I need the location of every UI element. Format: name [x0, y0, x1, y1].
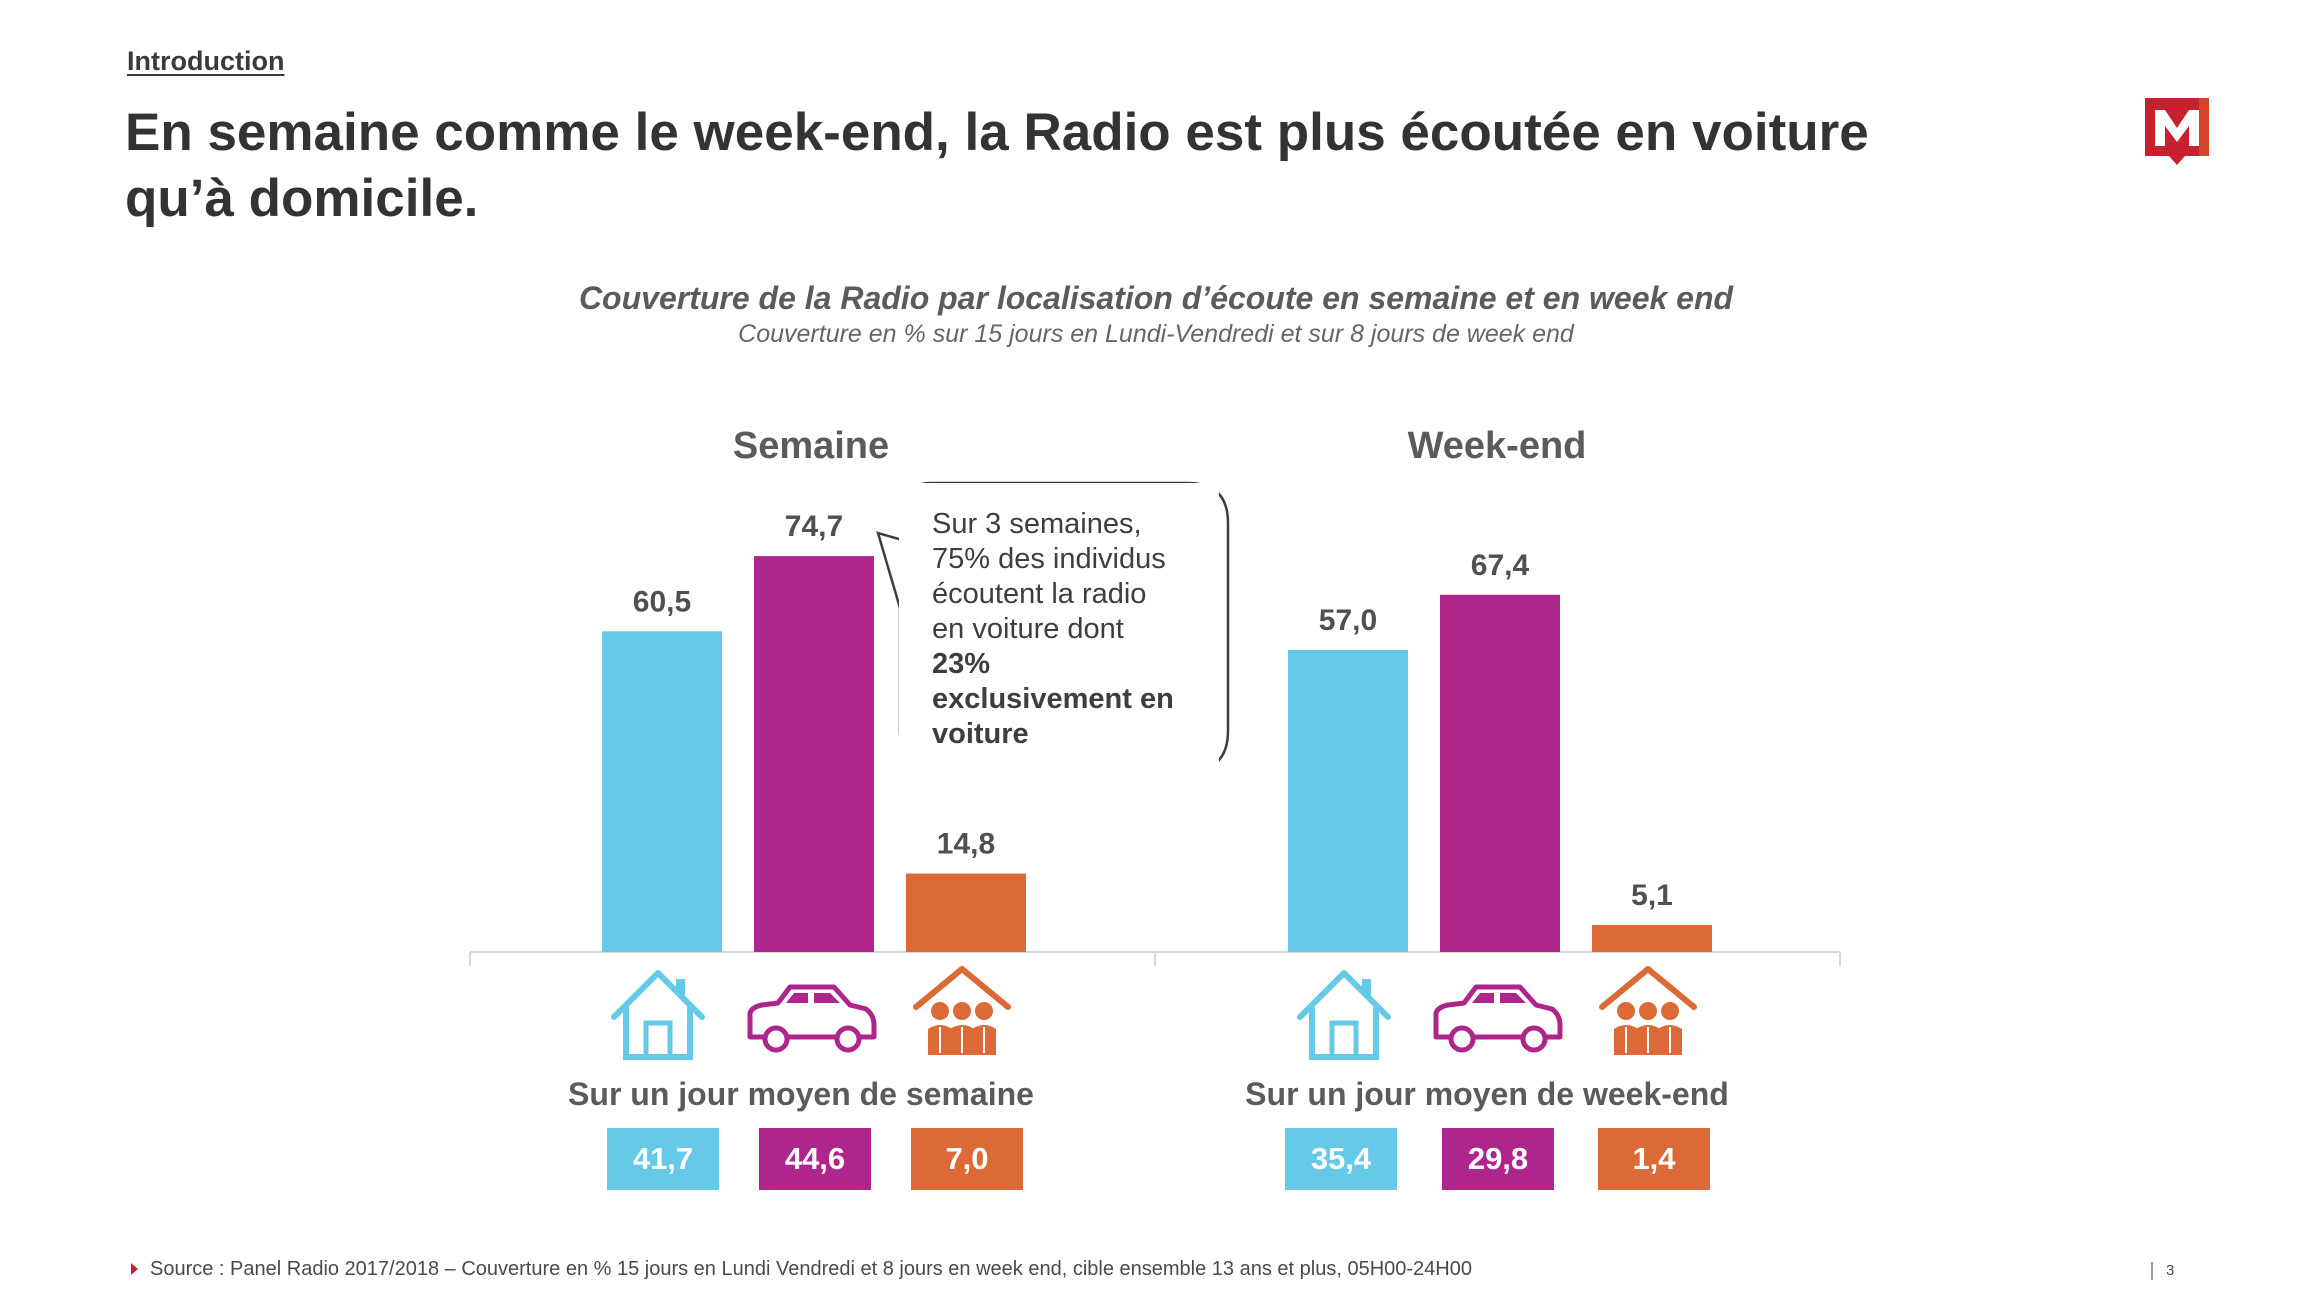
data-label: 5,1 [1631, 879, 1673, 912]
data-label: 60,5 [633, 585, 691, 618]
day-title: Sur un jour moyen de week-end [1245, 1076, 1729, 1112]
bar [1592, 924, 1712, 952]
group-title: Week-end [1408, 425, 1587, 467]
section-label: Introduction [127, 46, 285, 76]
bar [1288, 649, 1408, 952]
callout-highlight: voiture [932, 718, 1029, 750]
page-divider [2151, 1262, 2153, 1280]
people-house-icon [913, 966, 1011, 1055]
bar [1440, 594, 1560, 952]
car-icon [1433, 984, 1563, 1053]
day-value-box: 35,4 [1285, 1128, 1397, 1190]
data-label: 67,4 [1471, 549, 1530, 582]
day-value-box: 7,0 [911, 1128, 1023, 1190]
bar [754, 556, 874, 952]
callout-highlight: exclusivement en [932, 683, 1174, 715]
page-number: 3 [2166, 1262, 2175, 1279]
brand-logo [2145, 98, 2209, 165]
chart-subtitle: Couverture en % sur 15 jours en Lundi-Ve… [738, 320, 1574, 348]
car-icon [747, 984, 877, 1053]
day-value-box: 44,6 [759, 1128, 871, 1190]
source-note: Source : Panel Radio 2017/2018 – Couvert… [150, 1258, 1472, 1280]
day-value-box: 41,7 [607, 1128, 719, 1190]
data-label: 14,8 [937, 828, 995, 861]
chart-title: Couverture de la Radio par localisation … [578, 280, 1734, 316]
house-icon [611, 970, 705, 1060]
callout-line: 75% des individus [932, 543, 1166, 575]
callout-highlight: 23% [932, 648, 991, 680]
footer-bullet-icon [131, 1263, 138, 1275]
callout-line: Sur 3 semaines, [932, 508, 1142, 540]
page-title: En semaine comme le week-end, la Radio e… [125, 103, 1869, 228]
callout-line: en voiture dont [932, 613, 1124, 645]
callout-line: écoutent la radio [932, 578, 1147, 610]
day-value-box: 29,8 [1442, 1128, 1554, 1190]
day-value-box: 1,4 [1598, 1128, 1710, 1190]
bar [906, 873, 1026, 952]
callout-bubble: Sur 3 semaines, 75% des individus écoute… [899, 483, 1219, 773]
house-icon [1297, 970, 1391, 1060]
group-title: Semaine [733, 425, 889, 467]
data-label: 74,7 [785, 510, 843, 543]
people-house-icon [1599, 966, 1697, 1055]
day-title: Sur un jour moyen de semaine [568, 1076, 1034, 1112]
data-label: 57,0 [1319, 604, 1377, 637]
bar [602, 631, 722, 952]
